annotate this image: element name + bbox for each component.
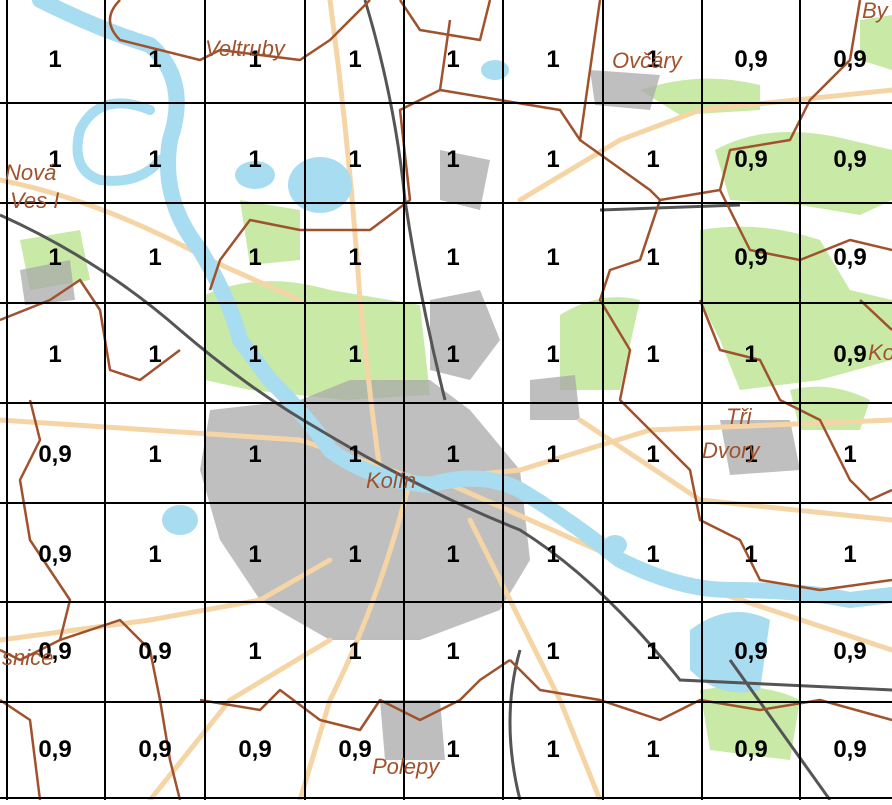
municipal-boundary <box>208 19 452 291</box>
road <box>147 637 333 803</box>
road <box>467 517 603 803</box>
place-label-snice: snice <box>2 645 54 670</box>
municipal-boundary <box>598 199 892 592</box>
place-label-by: By <box>862 0 888 23</box>
lake <box>288 157 352 213</box>
place-label-polepy: Polepy <box>372 754 440 779</box>
urban-area <box>200 380 530 640</box>
urban-area <box>590 70 660 110</box>
forest-area <box>560 297 640 390</box>
railway <box>599 203 741 212</box>
municipal-boundary <box>0 399 72 662</box>
place-label-ovcary: Ovčáry <box>612 48 682 73</box>
forest-area <box>790 386 870 430</box>
place-label-tri-dvory-line1: Tři <box>726 404 752 429</box>
municipal-boundary <box>398 0 492 42</box>
forest-area <box>860 15 892 70</box>
urban-area <box>440 150 490 210</box>
forest-area <box>700 686 800 760</box>
municipal-boundary <box>859 299 892 331</box>
railway <box>0 213 892 692</box>
railway <box>508 649 522 801</box>
lake <box>235 161 275 189</box>
forest-area <box>240 200 300 265</box>
place-label-kolin: Kolín <box>366 468 417 493</box>
railway <box>728 659 832 801</box>
urban-area <box>380 700 445 760</box>
road <box>327 0 383 473</box>
place-label-veltruby: Veltruby <box>205 36 285 61</box>
municipal-boundary <box>0 698 42 801</box>
place-label-nova-ves-line2: Ves I <box>10 188 60 213</box>
place-label-nova-ves-line1: Nová <box>5 160 57 185</box>
river-layer <box>32 0 892 608</box>
place-label-ko: Ko <box>868 340 892 365</box>
lake <box>603 535 627 555</box>
river-meander <box>72 98 165 186</box>
road <box>577 417 892 523</box>
urban-layer <box>20 70 800 760</box>
lake <box>690 612 770 693</box>
municipal-boundary <box>199 658 511 732</box>
municipal-boundary <box>0 278 181 382</box>
municipal-boundary <box>579 0 862 202</box>
forest-area <box>700 226 892 390</box>
urban-area <box>430 290 500 380</box>
municipal-boundary <box>59 618 182 801</box>
municipal-boundary <box>439 0 602 142</box>
urban-area <box>720 420 800 475</box>
forest-area <box>715 132 892 215</box>
lake <box>162 505 198 535</box>
lake <box>481 60 509 80</box>
elbe-river <box>32 0 892 608</box>
municipal-boundary <box>108 0 371 62</box>
road <box>517 87 892 203</box>
place-label-tri-dvory-line2: Dvory <box>702 438 760 463</box>
urban-area <box>530 375 580 420</box>
